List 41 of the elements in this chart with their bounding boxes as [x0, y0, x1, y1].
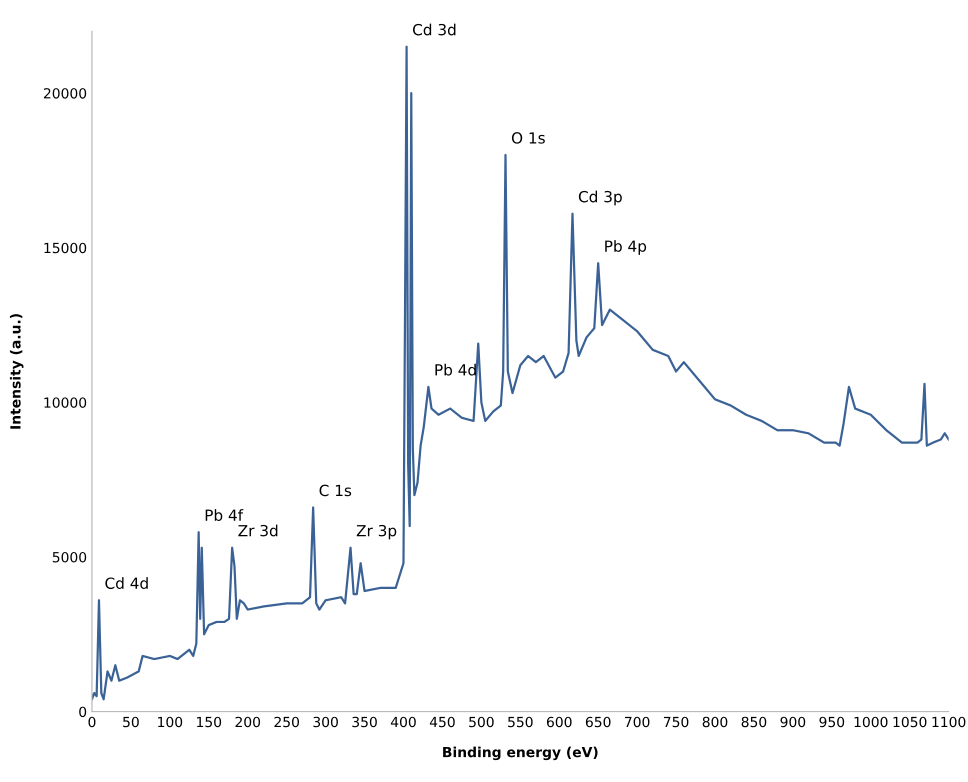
x-tick-label: 250 — [274, 716, 299, 728]
x-tick-label: 550 — [508, 716, 533, 728]
x-tick-label: 0 — [88, 716, 96, 728]
x-tick-label: 750 — [664, 716, 688, 728]
x-tick-label: 350 — [352, 716, 377, 728]
annotation: Pb 4f — [206, 509, 244, 521]
annotation: Cd 3p — [578, 190, 622, 206]
annotation: Cd 3d — [413, 24, 456, 36]
x-tick-label: 450 — [430, 716, 455, 728]
x-tick-label: 300 — [313, 716, 338, 728]
x-tick-label: 800 — [702, 716, 728, 728]
x-tick-label: 400 — [390, 716, 416, 728]
annotation: Zr 3p — [356, 524, 396, 540]
line-series — [92, 46, 949, 700]
x-tick-label: 1050 — [894, 716, 926, 728]
x-tick-label: 650 — [586, 716, 611, 728]
x-tick-label: 100 — [158, 716, 182, 728]
x-tick-label: 200 — [235, 716, 260, 728]
annotation: C 1s — [320, 484, 352, 496]
annotation: Pb 4p — [605, 240, 646, 255]
y-axis-title: Intensity (a.u.) — [10, 314, 24, 429]
annotation: Pb 4d — [435, 364, 476, 376]
x-tick-label: 1100 — [932, 716, 966, 728]
x-tick-label: 1000 — [854, 716, 888, 728]
x-tick-label: 900 — [780, 716, 806, 728]
y-tick-label: 15000 — [44, 242, 86, 254]
annotation: O 1s — [512, 132, 545, 144]
x-tick-label: 50 — [123, 716, 139, 728]
y-tick-label: 0 — [79, 706, 86, 718]
annotation: Zr 3d — [238, 524, 278, 536]
x-tick-label: 500 — [469, 716, 494, 728]
annotation: Cd 4d — [105, 577, 148, 589]
x-tick-label: 700 — [625, 716, 650, 728]
y-tick-label: 10000 — [44, 397, 86, 408]
x-tick-label: 150 — [197, 716, 222, 728]
y-tick-label: 20000 — [44, 88, 86, 99]
x-tick-label: 950 — [819, 716, 844, 728]
x-tick-label: 600 — [546, 716, 572, 728]
x-axis-title: Binding energy (eV) — [443, 746, 598, 760]
y-tick-label: 5000 — [52, 552, 86, 562]
x-tick-label: 850 — [742, 716, 766, 728]
